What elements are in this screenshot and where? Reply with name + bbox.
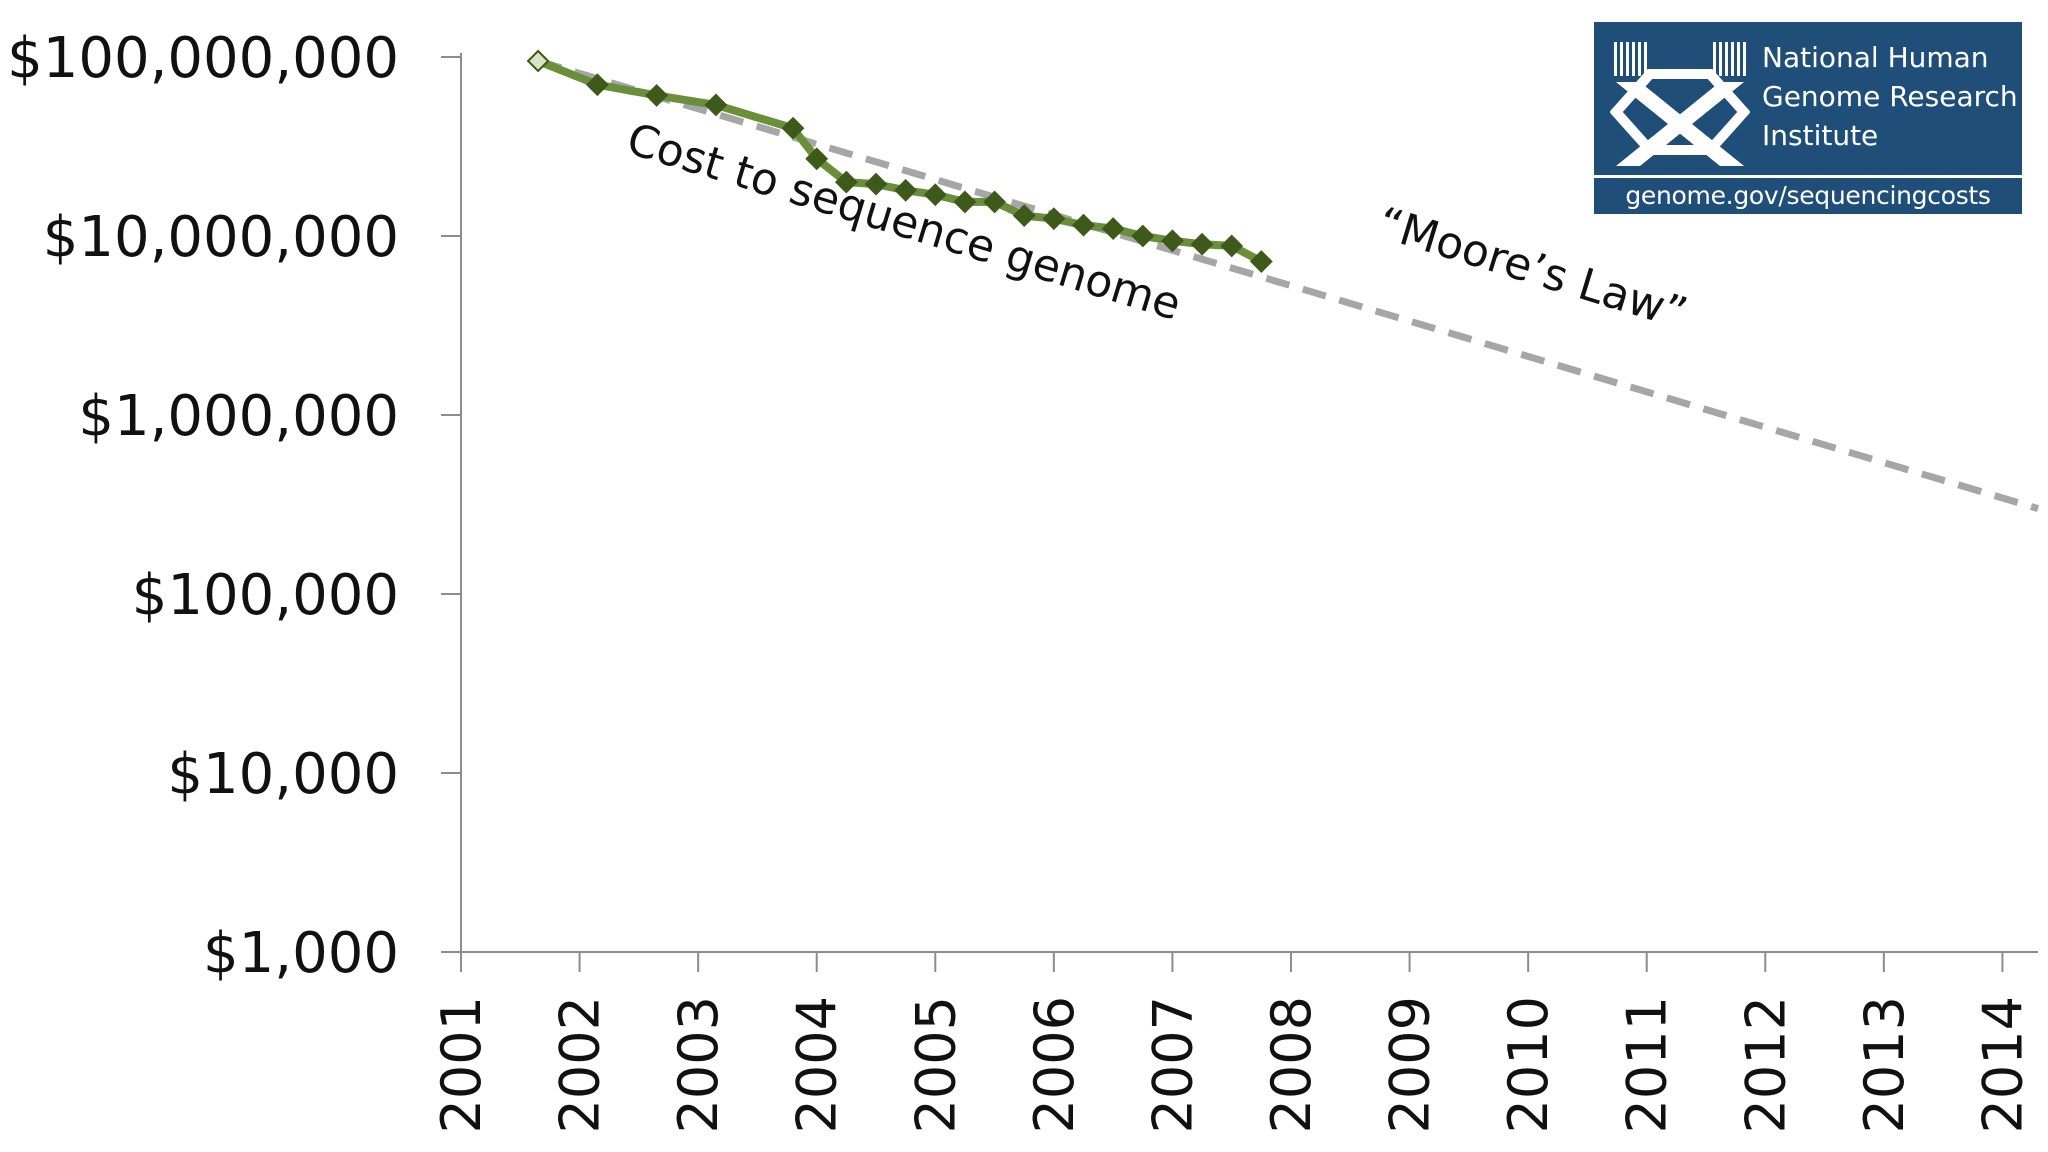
x-tick-label: 2003 <box>667 996 730 1133</box>
data-point <box>1131 224 1155 248</box>
data-point <box>781 116 805 140</box>
x-tick-label: 2005 <box>904 996 967 1133</box>
x-tick-label: 2010 <box>1497 996 1560 1133</box>
dna-helix-icon <box>1610 42 1750 166</box>
x-tick-label: 2013 <box>1853 996 1916 1133</box>
y-tick-label: $10,000,000 <box>43 205 399 270</box>
data-point <box>1190 232 1214 256</box>
data-point <box>1072 213 1095 237</box>
data-point <box>1161 229 1184 253</box>
institute-name: National Human Genome Research Institute <box>1762 38 2018 155</box>
moores-law-line <box>537 57 2040 512</box>
data-point <box>645 84 669 107</box>
y-tick-label: $1,000 <box>203 921 399 986</box>
x-tick-label: 2012 <box>1734 996 1797 1133</box>
x-tick-label: 2008 <box>1260 996 1323 1133</box>
data-point <box>834 170 858 194</box>
axes: $1,000 $10,000 $100,000 $1,000,000 $10,000,0… <box>7 26 2038 1133</box>
data-point <box>923 183 947 207</box>
nhgri-logo: National Human Genome Research Institute… <box>1594 22 2022 214</box>
data-point <box>983 190 1006 214</box>
institute-name-line3: Institute <box>1762 119 1879 152</box>
x-tick-label: 2001 <box>430 996 493 1133</box>
data-point <box>704 93 728 117</box>
data-point <box>1101 217 1125 241</box>
data-point <box>526 49 550 73</box>
data-point <box>953 190 977 214</box>
data-point <box>864 172 888 196</box>
data-point <box>1249 250 1273 273</box>
annotation-moores-law: “Moore’s Law” <box>1372 197 1693 339</box>
x-tick-label: 2002 <box>549 996 612 1133</box>
data-point <box>1220 234 1244 258</box>
data-point <box>805 147 829 171</box>
logo-url: genome.gov/sequencingcosts <box>1594 175 2022 214</box>
data-point <box>585 73 609 97</box>
x-tick-label: 2006 <box>1023 996 1086 1133</box>
y-tick-label: $100,000,000 <box>7 26 399 91</box>
y-tick-label: $1,000,000 <box>78 384 399 449</box>
x-tick-label: 2004 <box>786 996 849 1133</box>
x-tick-label: 2014 <box>1971 996 2034 1133</box>
y-tick-label: $100,000 <box>132 563 399 628</box>
data-point <box>1012 204 1036 228</box>
annotations: Cost to sequence genome “Moore’s Law” <box>621 114 1693 340</box>
data-point <box>894 178 918 202</box>
x-tick-label: 2007 <box>1141 996 1204 1133</box>
series-layer <box>526 49 2040 512</box>
annotation-cost-to-sequence: Cost to sequence genome <box>621 114 1186 331</box>
y-tick-label: $10,000 <box>167 742 399 807</box>
x-tick-label: 2011 <box>1616 996 1679 1133</box>
data-point <box>1042 207 1066 231</box>
institute-name-line2: Genome Research <box>1762 80 2018 113</box>
x-tick-label: 2009 <box>1379 996 1442 1133</box>
institute-name-line1: National Human <box>1762 41 1989 74</box>
